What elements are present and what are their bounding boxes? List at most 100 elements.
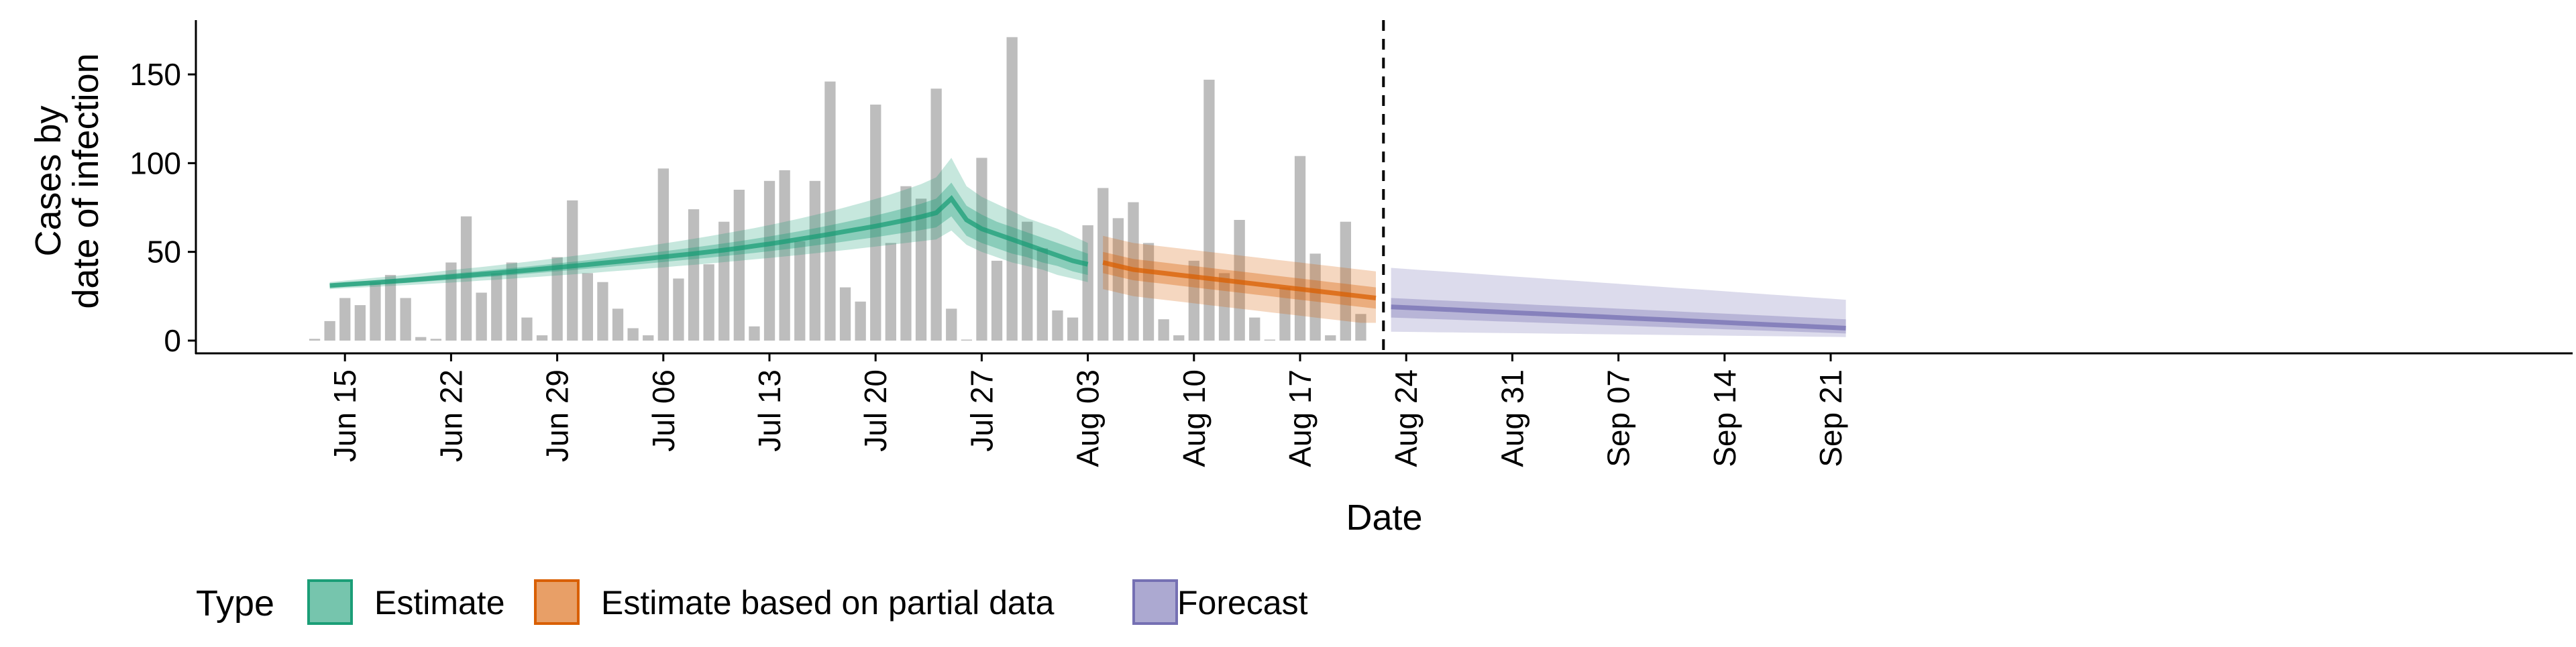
y-tick-label: 0 xyxy=(164,323,181,358)
case-bar xyxy=(506,262,517,341)
x-tick-label: Aug 10 xyxy=(1177,369,1212,467)
legend-item-label: Estimate based on partial data xyxy=(601,584,1055,622)
legend-item-label: Estimate xyxy=(374,584,505,622)
estimate-median-line xyxy=(329,195,1089,288)
estimate-outer-band xyxy=(329,158,1088,290)
x-tick-label: Sep 14 xyxy=(1707,369,1742,467)
x-tick-label: Aug 03 xyxy=(1071,369,1106,467)
case-bar xyxy=(370,282,381,341)
case-bar xyxy=(915,198,927,341)
case-bar xyxy=(839,287,851,341)
case-bar xyxy=(794,241,806,341)
case-bar xyxy=(567,200,578,341)
case-bar xyxy=(1325,335,1336,341)
case-bar xyxy=(415,337,427,341)
case-bar xyxy=(688,209,700,341)
case-bar xyxy=(430,339,441,341)
partial-outer-band xyxy=(1103,235,1376,323)
case-bar xyxy=(582,273,593,341)
legend-key-2 xyxy=(1132,579,1178,625)
case-bar xyxy=(460,216,472,341)
case-bar xyxy=(1294,156,1306,341)
y-tick-label: 150 xyxy=(129,57,181,92)
case-bar xyxy=(1355,314,1366,341)
x-tick-label: Aug 17 xyxy=(1283,369,1318,467)
case-bar xyxy=(309,339,321,341)
case-bar xyxy=(643,335,654,341)
case-bar xyxy=(1340,221,1351,341)
case-bar xyxy=(673,278,684,341)
case-bar xyxy=(521,317,533,341)
x-tick-label: Jul 13 xyxy=(752,369,787,452)
case-bar xyxy=(946,308,957,341)
case-bar xyxy=(900,186,912,341)
case-bar xyxy=(1203,79,1215,341)
case-bar xyxy=(885,243,896,341)
case-bar xyxy=(536,335,548,341)
case-bar xyxy=(1006,37,1018,341)
x-tick-label: Jun 22 xyxy=(433,369,468,462)
case-bar xyxy=(324,320,335,341)
case-bar xyxy=(1279,287,1291,341)
case-bar xyxy=(824,81,836,341)
case-bar xyxy=(1249,317,1260,341)
case-bar xyxy=(991,260,1003,341)
y-tick-label: 100 xyxy=(129,145,181,180)
case-bar xyxy=(1022,221,1033,341)
forecast-outer-band xyxy=(1391,268,1846,337)
x-tick-label: Aug 31 xyxy=(1495,369,1529,467)
case-bar xyxy=(1142,243,1155,341)
case-bar xyxy=(1112,218,1124,341)
case-bar xyxy=(384,275,396,341)
case-bar xyxy=(1218,273,1230,341)
case-bar xyxy=(1036,248,1048,341)
case-bar xyxy=(476,292,487,341)
case-bar xyxy=(1309,253,1321,341)
case-bar xyxy=(855,301,866,341)
case-bar xyxy=(339,298,351,341)
case-bar xyxy=(1158,319,1169,341)
case-bar xyxy=(400,298,411,341)
y-axis-title-line-2: date of infection xyxy=(66,53,106,308)
case-bar xyxy=(597,282,608,341)
case-bar xyxy=(961,339,972,341)
case-bar xyxy=(1188,260,1199,341)
case-bar xyxy=(1173,335,1185,341)
case-bar xyxy=(445,262,457,341)
case-bar xyxy=(733,190,745,341)
case-bar xyxy=(763,180,775,341)
case-bar xyxy=(354,305,366,341)
x-tick-label: Jul 06 xyxy=(646,369,681,452)
legend-layer: Type Estimate Estimate based on partial da… xyxy=(196,579,1308,625)
x-tick-label: Jun 15 xyxy=(327,369,362,462)
case-bar xyxy=(870,105,881,341)
case-bar xyxy=(1264,339,1275,341)
x-tick-label: Sep 21 xyxy=(1813,369,1848,467)
legend-key-1 xyxy=(534,579,580,625)
x-axis-title: Date xyxy=(1346,497,1422,538)
case-bar xyxy=(809,180,820,341)
legend-item-label: Forecast xyxy=(1177,584,1308,622)
legend-title: Type xyxy=(196,583,274,624)
case-bar xyxy=(749,326,760,341)
x-tick-label: Sep 07 xyxy=(1601,369,1636,467)
case-bar xyxy=(1052,310,1063,341)
legend-key-0 xyxy=(307,579,353,625)
case-bar xyxy=(779,170,790,341)
case-bar xyxy=(551,257,563,341)
case-bar xyxy=(491,273,502,341)
x-tick-label: Jun 29 xyxy=(540,369,575,462)
case-bar xyxy=(976,158,987,341)
case-bar xyxy=(1067,317,1079,341)
forecast-median-line xyxy=(1391,304,1846,331)
case-bar xyxy=(1082,225,1093,341)
case-bar xyxy=(612,308,624,341)
ribbons-layer xyxy=(329,158,1846,337)
partial-median-line xyxy=(1102,260,1377,300)
case-bar xyxy=(627,328,639,341)
x-tick-label: Aug 24 xyxy=(1389,369,1424,467)
case-bar xyxy=(703,264,714,341)
x-tick-label: Jul 27 xyxy=(964,369,999,452)
